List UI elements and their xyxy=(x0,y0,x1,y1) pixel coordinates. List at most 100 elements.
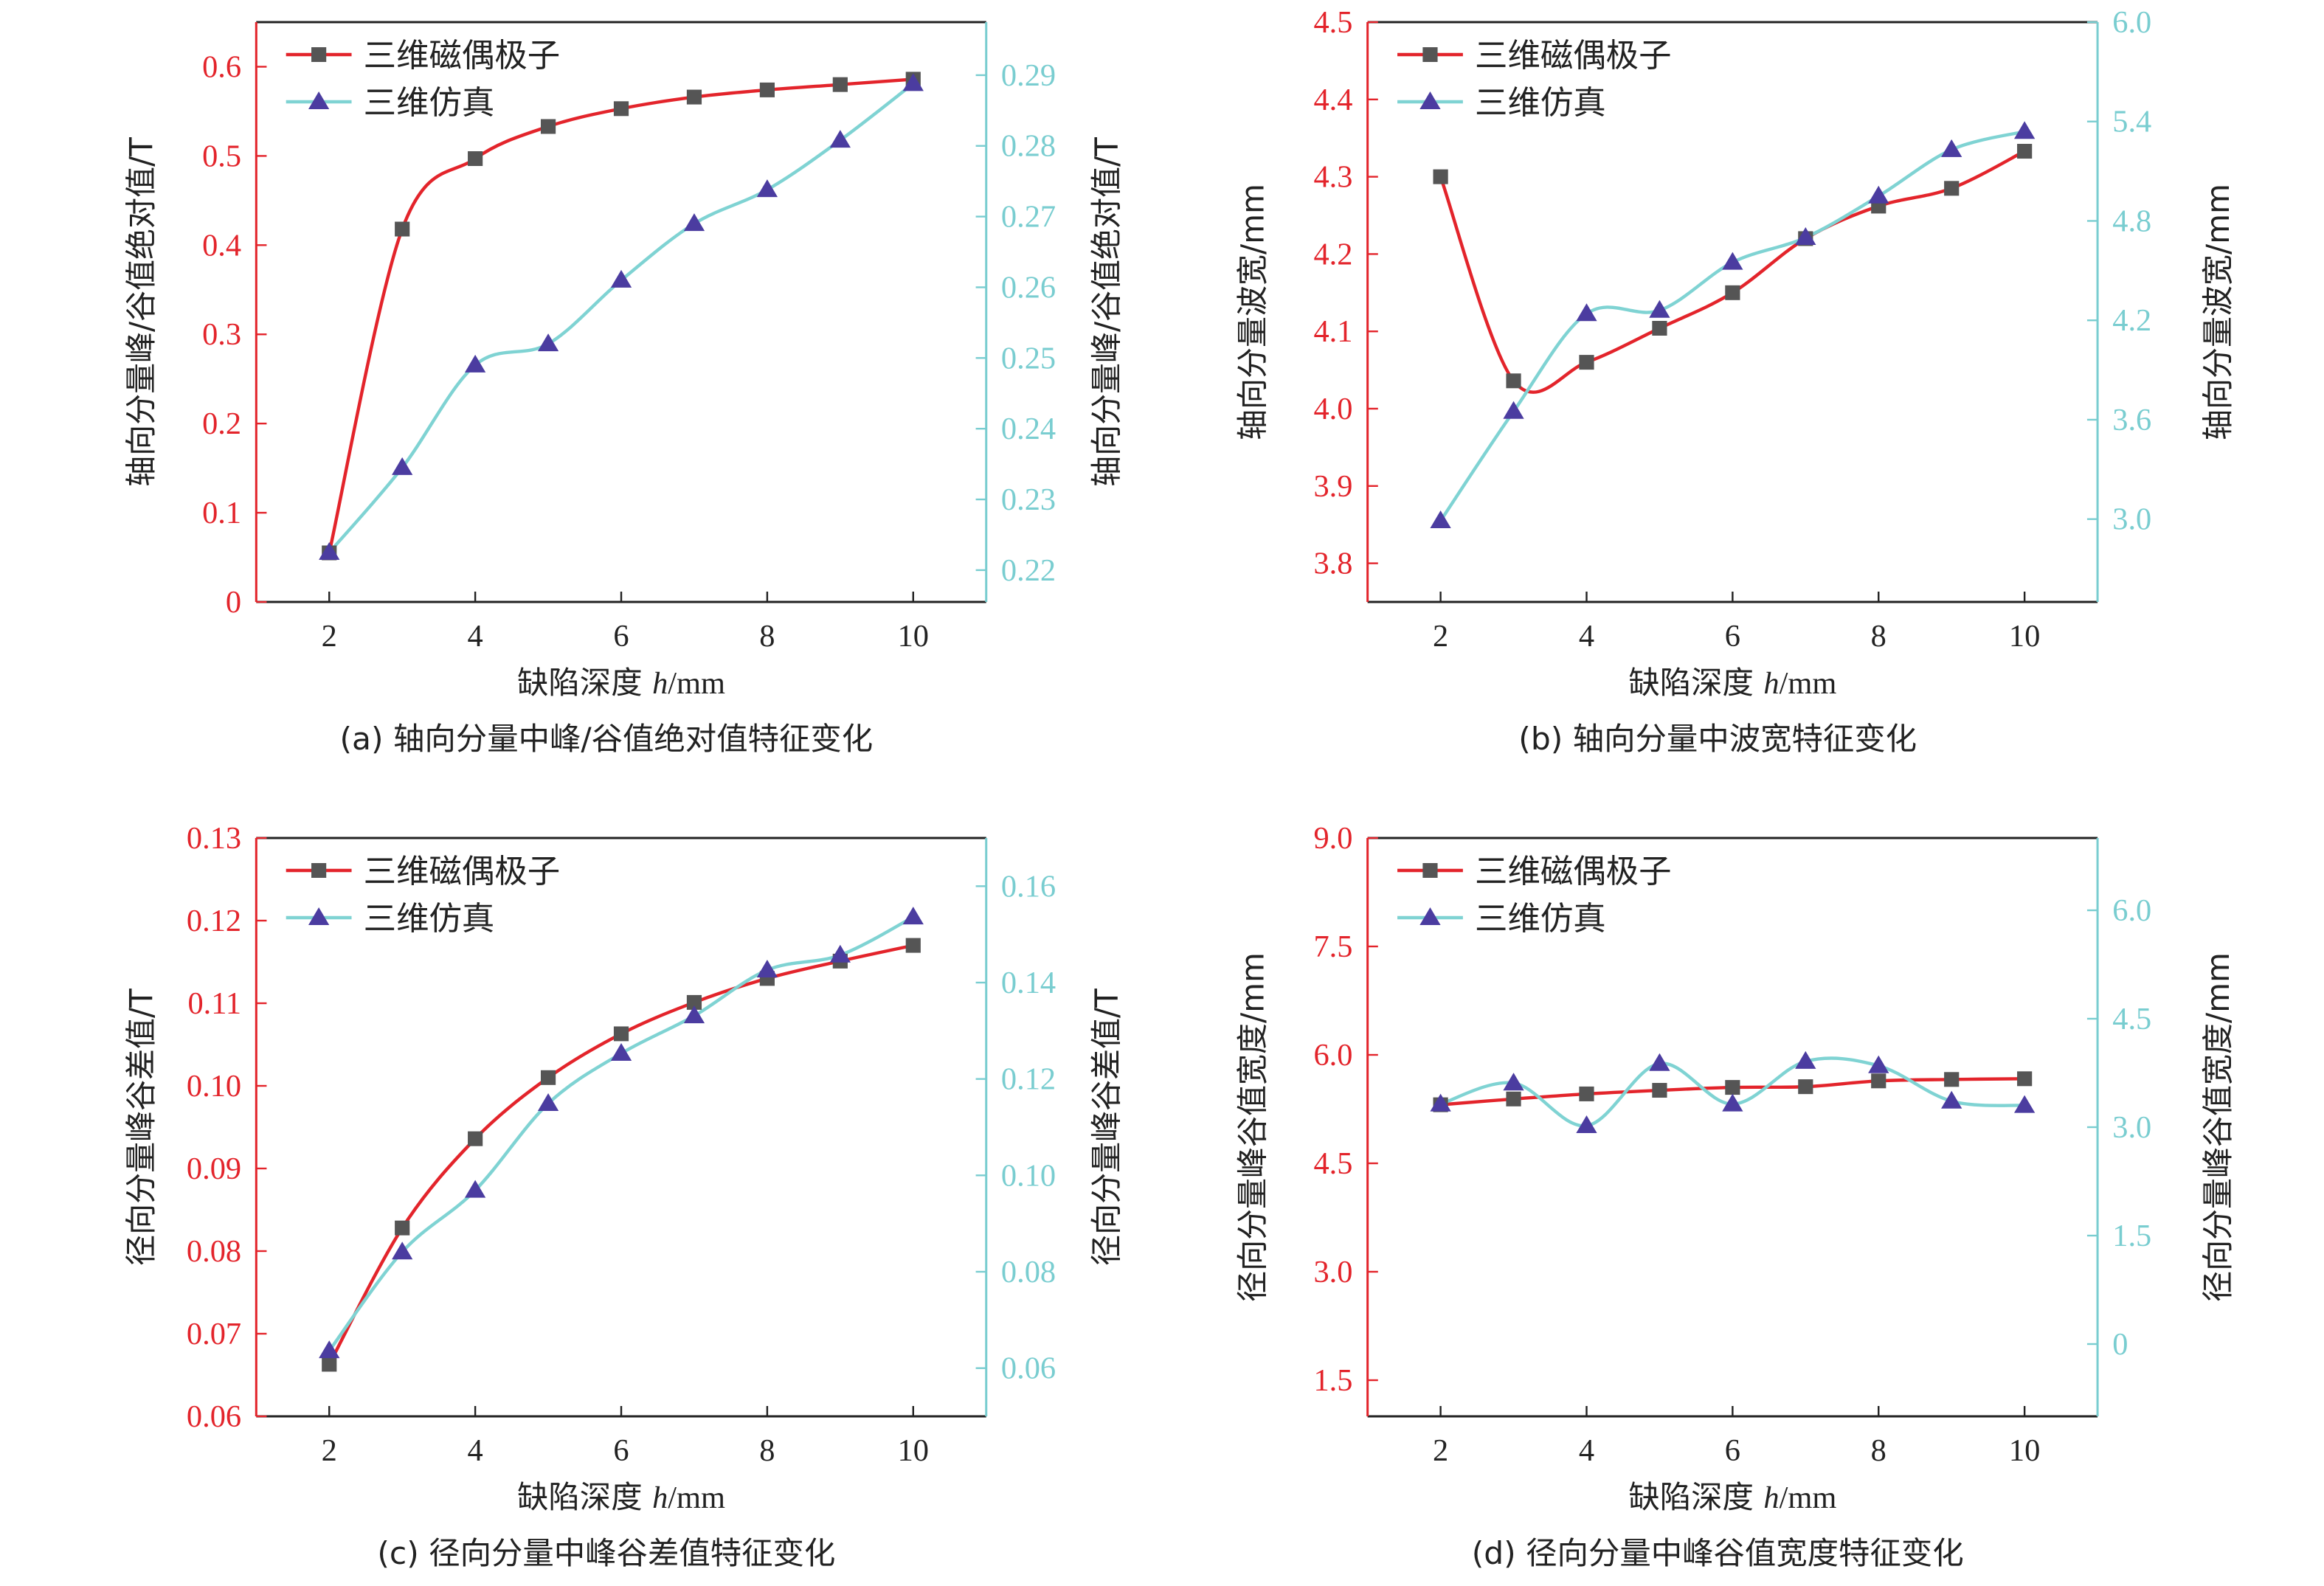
data-point-simulation xyxy=(829,130,851,148)
legend-label-simulation: 三维仿真 xyxy=(1475,84,1606,122)
y-axis-title-left: 径向分量峰谷值宽度/mm xyxy=(1234,952,1270,1302)
x-axis-title-unit: /mm xyxy=(1780,1481,1837,1515)
y-tick-label-left: 4.1 xyxy=(1313,314,1352,349)
data-point-dipole xyxy=(540,1070,556,1085)
data-point-simulation xyxy=(392,457,413,475)
legend-label-dipole: 三维磁偶极子 xyxy=(364,37,560,75)
data-point-simulation xyxy=(756,960,778,978)
x-tick-label: 8 xyxy=(759,1433,775,1468)
data-point-dipole xyxy=(2017,144,2033,159)
data-point-simulation xyxy=(319,1340,340,1359)
legend-label-simulation: 三维仿真 xyxy=(1475,900,1606,938)
legend-marker-simulation xyxy=(1419,91,1441,109)
y-tick-label-left: 0.6 xyxy=(202,50,241,85)
data-point-simulation xyxy=(1576,1115,1597,1134)
y-tick-label-left: 0.06 xyxy=(187,1399,241,1434)
x-tick-label: 10 xyxy=(898,1433,929,1468)
x-tick-label: 10 xyxy=(2009,1433,2040,1468)
data-point-simulation xyxy=(319,541,340,560)
y-tick-label-right: 0.27 xyxy=(1001,200,1056,235)
y-axis-title-right: 轴向分量峰/谷值绝对值/T xyxy=(1088,137,1124,487)
panel-caption: (d) 径向分量中峰谷值宽度特征变化 xyxy=(1472,1535,1964,1571)
data-point-dipole xyxy=(1433,169,1448,184)
y-tick-label-left: 0 xyxy=(226,585,241,620)
panel-caption: (a) 轴向分量中峰/谷值绝对值特征变化 xyxy=(340,721,874,757)
series-line-dipole xyxy=(328,77,913,553)
y-tick-label-right: 4.2 xyxy=(2112,303,2151,338)
y-tick-label-left: 7.5 xyxy=(1313,929,1352,964)
y-axis-title-left: 轴向分量波宽/mm xyxy=(1234,184,1270,440)
panel-caption: (b) 轴向分量中波宽特征变化 xyxy=(1518,721,1917,757)
x-tick-label: 10 xyxy=(898,619,929,654)
x-axis-title: 缺陷深度 h/mm xyxy=(517,665,725,701)
legend-marker-dipole xyxy=(311,47,327,62)
y-tick-label-right: 6.0 xyxy=(2112,5,2151,40)
y-tick-label-left: 0.11 xyxy=(188,986,242,1021)
data-point-dipole xyxy=(1506,373,1521,389)
y-tick-label-right: 0.08 xyxy=(1001,1255,1056,1289)
data-point-simulation xyxy=(1430,510,1451,528)
x-axis-title-variable: h xyxy=(1763,666,1779,701)
legend-marker-simulation xyxy=(1419,907,1441,925)
data-point-dipole xyxy=(613,1026,629,1042)
data-point-dipole xyxy=(832,77,848,92)
data-point-dipole xyxy=(2017,1071,2033,1087)
y-tick-label-left: 3.0 xyxy=(1313,1255,1352,1289)
y-axis-title-left: 径向分量峰谷差值/T xyxy=(123,988,159,1266)
data-point-dipole xyxy=(1725,1080,1740,1095)
data-point-simulation xyxy=(1722,252,1743,270)
data-point-simulation xyxy=(392,1242,413,1260)
y-tick-label-left: 4.5 xyxy=(1313,5,1352,40)
x-axis-title-variable: h xyxy=(652,666,668,701)
legend-label-simulation: 三维仿真 xyxy=(364,84,495,122)
y-tick-label-left: 4.5 xyxy=(1313,1146,1352,1181)
x-axis-title-text: 缺陷深度 xyxy=(1628,665,1763,701)
data-point-dipole xyxy=(322,1357,337,1372)
y-tick-label-left: 3.9 xyxy=(1313,469,1352,504)
legend-marker-dipole xyxy=(1422,47,1438,62)
panel-caption: (c) 径向分量中峰谷差值特征变化 xyxy=(377,1535,835,1571)
data-point-simulation xyxy=(610,1043,632,1062)
data-point-dipole xyxy=(1871,1073,1886,1089)
y-tick-label-right: 3.0 xyxy=(2112,1110,2151,1145)
y-tick-label-left: 9.0 xyxy=(1313,821,1352,856)
y-tick-label-right: 0.12 xyxy=(1001,1062,1056,1097)
x-tick-label: 6 xyxy=(613,619,629,654)
data-point-simulation xyxy=(1941,1090,1962,1109)
x-tick-label: 2 xyxy=(1433,619,1448,654)
y-tick-label-right: 0.28 xyxy=(1001,129,1056,164)
x-axis-title-unit: /mm xyxy=(1780,666,1837,701)
data-point-simulation xyxy=(683,213,705,232)
y-tick-label-right: 0.26 xyxy=(1001,271,1056,305)
x-tick-label: 6 xyxy=(613,1433,629,1468)
y-tick-label-right: 0.16 xyxy=(1001,870,1056,904)
y-tick-label-right: 0.24 xyxy=(1001,412,1056,446)
y-axis-title-right: 轴向分量波宽/mm xyxy=(2200,184,2236,440)
series-line-dipole xyxy=(1439,150,2026,394)
legend-marker-simulation xyxy=(308,907,330,925)
data-point-simulation xyxy=(1868,1055,1889,1073)
y-tick-label-left: 0.2 xyxy=(202,406,241,441)
legend-marker-dipole xyxy=(311,863,327,878)
data-point-simulation xyxy=(756,179,778,198)
y-tick-label-left: 0.07 xyxy=(187,1317,241,1351)
data-point-simulation xyxy=(537,1092,559,1111)
data-point-dipole xyxy=(686,89,702,105)
data-point-simulation xyxy=(465,1180,486,1198)
data-point-dipole xyxy=(1652,1083,1667,1098)
y-tick-label-left: 0.3 xyxy=(202,317,241,352)
data-point-simulation xyxy=(1430,1093,1451,1112)
legend-marker-simulation xyxy=(308,91,330,109)
y-axis-title-left: 轴向分量峰/谷值绝对值/T xyxy=(123,137,159,487)
y-tick-label-left: 0.10 xyxy=(187,1069,241,1104)
data-point-simulation xyxy=(1503,401,1524,419)
data-point-dipole xyxy=(1944,181,1960,196)
data-point-simulation xyxy=(1649,1053,1670,1071)
legend-label-dipole: 三维磁偶极子 xyxy=(364,853,560,890)
data-point-simulation xyxy=(902,907,924,925)
data-point-simulation xyxy=(465,354,486,373)
y-tick-label-left: 3.8 xyxy=(1313,547,1352,581)
y-axis-title-right: 径向分量峰谷差值/T xyxy=(1088,988,1124,1266)
x-tick-label: 4 xyxy=(1579,1433,1594,1468)
x-axis-title: 缺陷深度 h/mm xyxy=(517,1479,725,1515)
